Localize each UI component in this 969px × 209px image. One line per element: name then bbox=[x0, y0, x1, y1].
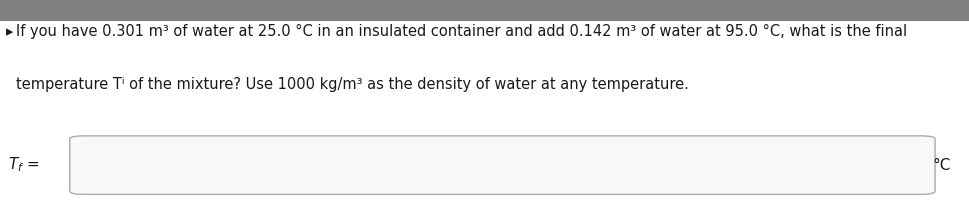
Text: ▸: ▸ bbox=[6, 24, 14, 39]
Text: °C: °C bbox=[932, 158, 951, 173]
Text: temperature Tⁱ of the mixture? Use 1000 kg/m³ as the density of water at any tem: temperature Tⁱ of the mixture? Use 1000 … bbox=[16, 77, 688, 92]
Text: If you have 0.301 m³ of water at 25.0 °C in an insulated container and add 0.142: If you have 0.301 m³ of water at 25.0 °C… bbox=[16, 24, 907, 39]
Text: $T_f$ =: $T_f$ = bbox=[8, 156, 40, 175]
